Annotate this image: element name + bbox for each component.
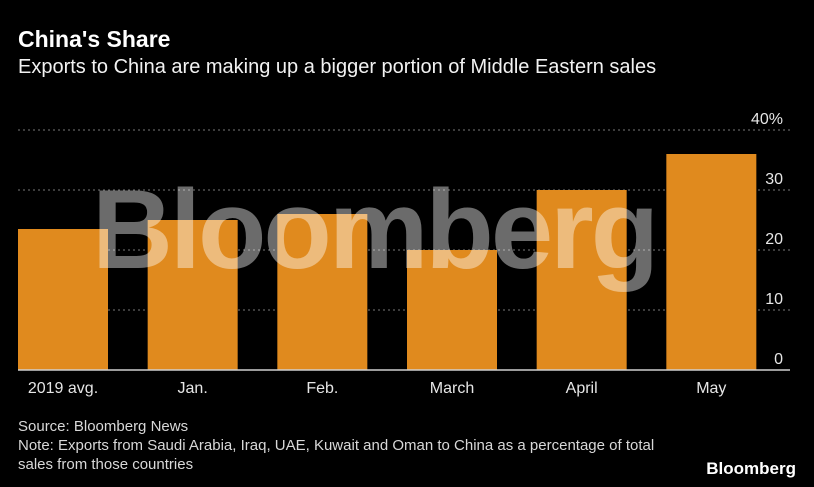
y-tick-label: 0 — [774, 351, 783, 368]
y-tick-label: 10 — [765, 291, 783, 308]
x-tick-label: Jan. — [178, 380, 208, 397]
chart-footer: Source: Bloomberg News Note: Exports fro… — [18, 417, 658, 474]
x-tick-label: April — [566, 380, 598, 397]
x-tick-label: 2019 avg. — [28, 380, 98, 397]
bar-may — [666, 154, 757, 370]
y-tick-label: 20 — [765, 231, 783, 248]
methodology-note: Note: Exports from Saudi Arabia, Iraq, U… — [18, 437, 655, 473]
bar-jan — [147, 220, 238, 370]
x-tick-label: May — [696, 380, 726, 397]
chart-title: China's Share — [18, 26, 171, 52]
bar-chart: 0 10 20 30 40% 2019 avg. Jan. Feb. March April May — [18, 111, 790, 397]
bar-feb — [277, 214, 368, 370]
x-tick-label: March — [430, 380, 474, 397]
chart-subtitle: Exports to China are making up a bigger … — [18, 56, 657, 78]
bar-march — [407, 250, 497, 370]
bar-april — [536, 190, 627, 370]
bloomberg-logo: Bloomberg — [706, 459, 796, 478]
bar-2019-avg — [18, 229, 108, 370]
y-tick-label: 30 — [765, 171, 783, 188]
source-note: Source: Bloomberg News — [18, 418, 189, 435]
x-tick-label: Feb. — [306, 380, 338, 397]
y-tick-label: 40% — [751, 111, 783, 128]
